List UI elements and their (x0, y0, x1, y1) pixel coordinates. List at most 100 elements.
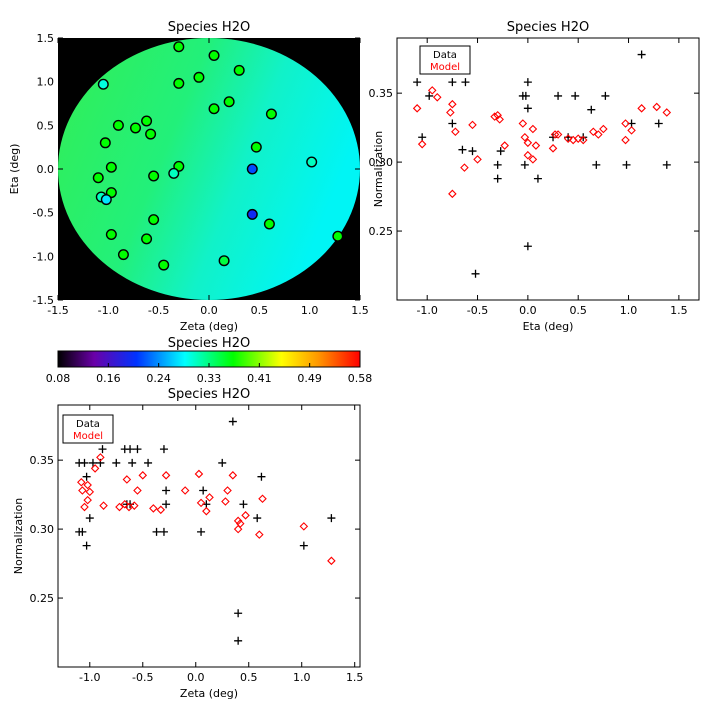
zeta-model-point (161, 471, 171, 480)
eta-model-point (531, 141, 541, 150)
eta-data-point (520, 160, 529, 169)
zeta-xtick-label: 1.0 (293, 671, 311, 684)
map-point (246, 208, 258, 220)
zeta-model-point (221, 497, 230, 506)
colorbar-tick-label: 0.41 (247, 372, 272, 385)
eta-data-point (468, 147, 477, 156)
eta-data-point (637, 50, 646, 59)
eta-data-point (601, 91, 610, 100)
zeta-data-point (88, 458, 97, 467)
eta-xtick-label: 1.5 (670, 304, 688, 317)
zeta-data-point (253, 514, 262, 523)
map-title: Species H2O (168, 20, 250, 35)
map-xtick-label: 1.5 (351, 304, 369, 317)
zeta-model-point (77, 477, 86, 487)
zeta-model-point (96, 453, 105, 462)
map-point (148, 170, 160, 182)
eta-data-point (521, 91, 530, 100)
zeta-xlabel: Zeta (deg) (180, 687, 238, 700)
eta-model-point (427, 86, 437, 95)
zeta-axes: -1.0 -0.5 0.0 0.5 1.0 1.5 0.25 0.30 0.35 (30, 405, 363, 684)
eta-data-point (662, 160, 671, 169)
map-point (208, 103, 220, 115)
map-point (112, 119, 124, 131)
eta-model-point (528, 155, 538, 164)
zeta-data-point (82, 472, 91, 481)
zeta-data-point (144, 458, 153, 467)
colorbar-tick-label: 0.49 (297, 372, 322, 385)
zeta-model-point (78, 486, 87, 495)
map-ytick-label: 1.5 (37, 32, 55, 45)
zeta-data-point (228, 417, 237, 426)
map-point (246, 163, 258, 175)
map-point (141, 233, 153, 245)
eta-model-point (432, 93, 442, 102)
zeta-data-point (159, 445, 168, 454)
eta-xtick-label: 0.5 (569, 304, 587, 317)
zeta-model-point (130, 501, 139, 510)
eta-model-point (412, 104, 422, 113)
eta-marks (412, 50, 672, 278)
eta-model-point (621, 135, 630, 145)
zeta-legend-data: Data (76, 419, 100, 430)
eta-model-point (446, 108, 455, 117)
map-point (332, 230, 344, 242)
eta-ylabel: Normalization (372, 131, 385, 207)
zeta-data-point (82, 541, 91, 550)
map-point (97, 78, 109, 90)
zeta-model-point (235, 519, 245, 528)
eta-xtick-label: -0.5 (467, 304, 488, 317)
zeta-model-point (258, 494, 267, 504)
eta-model-point (473, 155, 482, 164)
eta-model-point (578, 135, 588, 145)
zeta-xtick-label: 0.5 (240, 671, 258, 684)
map-xlabel: Zeta (deg) (180, 320, 238, 333)
zeta-model-point (99, 501, 108, 510)
zeta-data-point (112, 458, 121, 467)
zeta-model-point (83, 480, 92, 490)
zeta-model-point (196, 498, 206, 508)
zeta-legend-model: Model (73, 431, 103, 442)
zeta-xtick-label: -1.0 (79, 671, 100, 684)
colorbar-tick-label: 0.16 (96, 372, 121, 385)
eta-data-point (622, 160, 631, 169)
map-ytick-label: 1.0 (37, 76, 55, 89)
eta-xtick-label: 1.0 (620, 304, 638, 317)
eta-ytick-label: 0.25 (369, 225, 394, 238)
map-point (145, 128, 157, 140)
eta-model-point (448, 99, 457, 109)
zeta-model-point (90, 464, 100, 473)
zeta-data-point (85, 514, 94, 523)
eta-model-point (523, 138, 533, 148)
zeta-panel: Species H2O -1.0 -0.5 0.0 0.5 1.0 1.5 0.25 0.30… (12, 387, 363, 700)
map-point (263, 218, 275, 230)
zeta-marks (75, 417, 336, 645)
zeta-model-point (299, 522, 309, 531)
map-xtick-label: -0.5 (148, 304, 169, 317)
zeta-data-point (80, 458, 89, 467)
eta-legend-model: Model (430, 62, 460, 73)
zeta-data-point (128, 458, 137, 467)
eta-data-point (587, 105, 596, 114)
eta-model-point (599, 124, 608, 134)
zeta-xtick-label: -0.5 (132, 671, 153, 684)
map-point (117, 249, 129, 261)
eta-model-point (493, 110, 502, 120)
zeta-model-point (241, 511, 250, 520)
zeta-model-point (122, 475, 132, 484)
eta-model-point (448, 189, 457, 199)
map-point (208, 49, 220, 61)
zeta-model-point (138, 471, 148, 480)
zeta-model-point (156, 505, 166, 515)
eta-model-point (548, 144, 558, 153)
map-point (265, 108, 277, 120)
map-point (141, 115, 153, 127)
zeta-title: Species H2O (168, 387, 250, 402)
map-axes: -1.5 -1.0 -0.5 0.0 0.5 1.0 1.5 -1.5 -1.0 -0.5 0.0 0… (33, 32, 369, 317)
eta-model-point (621, 119, 630, 128)
map-xtick-label: -1.0 (98, 304, 119, 317)
zeta-data-point (96, 458, 105, 467)
eta-data-point (554, 91, 563, 100)
map-field (58, 38, 360, 300)
